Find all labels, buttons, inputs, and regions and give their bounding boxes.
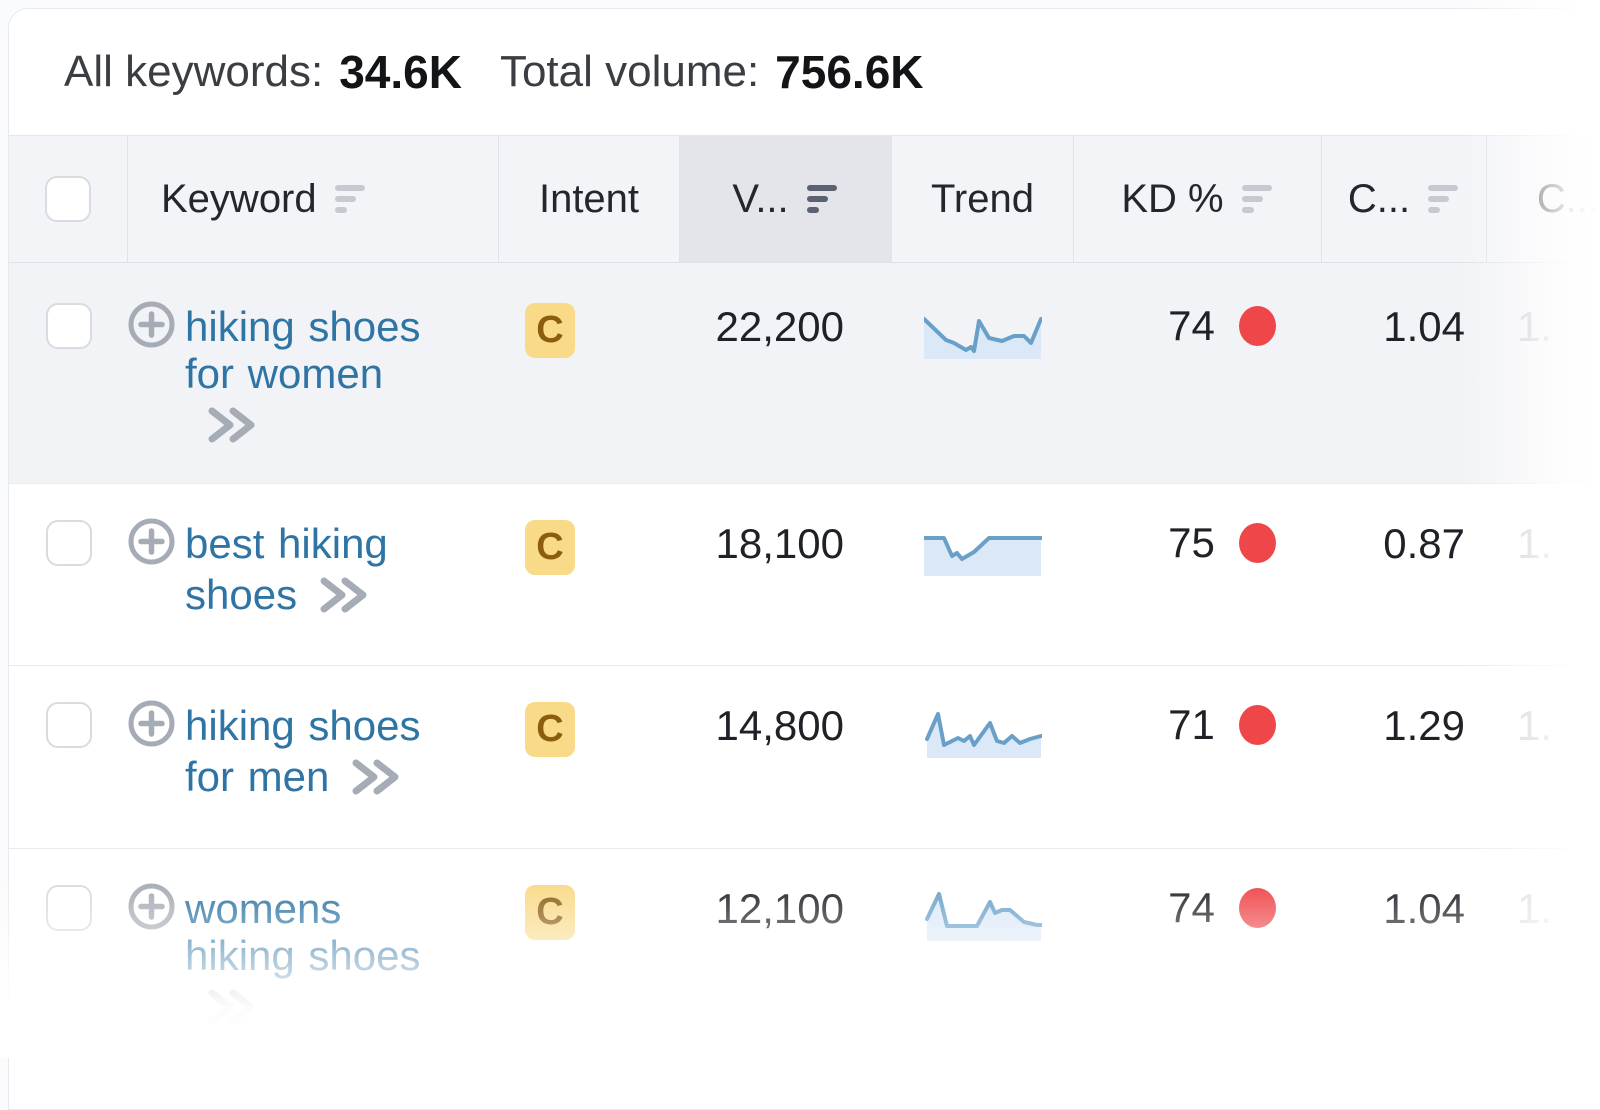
total-volume-label: Total volume: <box>499 47 760 96</box>
double-chevron-right-icon[interactable] <box>205 405 257 454</box>
all-keywords-label: All keywords: <box>64 47 324 96</box>
volume-cell: 14,800 <box>715 702 844 749</box>
kd-cell: 74 <box>1074 849 1322 1066</box>
keyword-link[interactable]: hiking shoes for men <box>185 702 421 800</box>
cpc-cell: 1.29 <box>1383 702 1465 749</box>
trend-cell <box>892 484 1074 665</box>
table-row: womens hiking shoes C 12,100 74 1.04 1. <box>9 848 1600 1066</box>
plus-circle-icon[interactable] <box>128 700 175 747</box>
total-volume-stat: Total volume: 756.6K <box>500 45 924 99</box>
total-volume-value: 756.6K <box>775 46 924 98</box>
plus-circle-icon[interactable] <box>128 301 175 348</box>
row-checkbox[interactable] <box>45 303 92 349</box>
kd-difficulty-dot <box>1238 705 1276 745</box>
table-row: hiking shoes for men C 14,800 71 1.29 1. <box>9 665 1600 848</box>
com-cell: 1. <box>1517 303 1553 350</box>
plus-circle-icon[interactable] <box>128 518 175 565</box>
column-header-kd[interactable]: KD % <box>1074 136 1322 262</box>
cpc-cell: 1.04 <box>1383 303 1465 350</box>
kd-value: 75 <box>1168 519 1215 566</box>
com-cell: 1. <box>1517 702 1553 749</box>
kd-difficulty-dot <box>1238 306 1276 346</box>
column-header-volume[interactable]: V... <box>680 136 892 262</box>
column-header-trend-label: Trend <box>930 176 1034 221</box>
column-header-keyword[interactable]: Keyword <box>128 136 499 262</box>
keyword-cell: hiking shoes for women <box>128 263 499 483</box>
row-checkbox-cell <box>9 666 128 848</box>
cpc-cell: 0.87 <box>1383 520 1465 567</box>
table-header-row: Keyword Intent V... Trend KD % C... C... <box>9 136 1600 263</box>
column-header-volume-label: V... <box>732 176 789 221</box>
column-header-com[interactable]: C... <box>1487 136 1600 262</box>
all-keywords-stat: All keywords: 34.6K <box>64 45 462 99</box>
table-row: best hiking shoes C 18,100 75 0.87 1. <box>9 483 1600 665</box>
row-checkbox[interactable] <box>45 520 92 566</box>
column-header-com-label: C... <box>1536 176 1600 221</box>
double-chevron-right-icon[interactable] <box>205 987 257 1036</box>
select-all-column-header[interactable] <box>9 136 128 262</box>
intent-cell: C <box>499 484 680 665</box>
kd-value: 71 <box>1168 701 1215 748</box>
com-cell: 1. <box>1517 520 1553 567</box>
double-chevron-right-icon[interactable] <box>317 575 369 624</box>
cpc-cell: 1.04 <box>1383 885 1465 932</box>
intent-badge-commercial[interactable]: C <box>525 885 575 940</box>
column-header-intent-label: Intent <box>538 176 640 221</box>
column-header-trend[interactable]: Trend <box>892 136 1074 262</box>
kd-cell: 71 <box>1074 666 1322 848</box>
kd-value: 74 <box>1168 302 1215 349</box>
kd-difficulty-dot <box>1238 888 1276 928</box>
keyword-table-card: All keywords: 34.6K Total volume: 756.6K… <box>8 8 1600 1110</box>
trend-sparkline <box>925 712 1042 758</box>
all-keywords-value: 34.6K <box>339 46 462 98</box>
column-header-cpc-label: C... <box>1347 176 1411 221</box>
sort-bars-icon-active <box>806 185 839 213</box>
kd-difficulty-dot <box>1238 523 1276 563</box>
trend-cell <box>892 666 1074 848</box>
keyword-cell: best hiking shoes <box>128 484 499 665</box>
keyword-cell: hiking shoes for men <box>128 666 499 848</box>
table-row: hiking shoes for women C 22,200 74 1.04 … <box>9 263 1600 483</box>
row-checkbox-cell <box>9 849 128 1066</box>
sort-bars-icon <box>1241 185 1274 213</box>
kd-cell: 75 <box>1074 484 1322 665</box>
column-header-intent[interactable]: Intent <box>499 136 680 262</box>
row-checkbox[interactable] <box>45 885 92 931</box>
keyword-link[interactable]: hiking shoes for women <box>185 303 421 397</box>
intent-badge-commercial[interactable]: C <box>525 702 575 757</box>
column-header-cpc[interactable]: C... <box>1322 136 1487 262</box>
keyword-cell: womens hiking shoes <box>128 849 499 1066</box>
select-all-checkbox[interactable] <box>45 176 91 222</box>
trend-cell <box>892 849 1074 1066</box>
trend-sparkline <box>924 536 1042 576</box>
trend-sparkline <box>925 892 1042 941</box>
com-cell: 1. <box>1517 885 1553 932</box>
double-chevron-right-icon[interactable] <box>349 757 401 806</box>
intent-cell: C <box>499 666 680 848</box>
intent-badge-commercial[interactable]: C <box>525 303 575 358</box>
column-header-keyword-label: Keyword <box>161 176 317 221</box>
keyword-link[interactable]: womens hiking shoes <box>185 885 421 979</box>
volume-cell: 18,100 <box>715 520 844 567</box>
volume-cell: 12,100 <box>715 885 844 932</box>
intent-badge-commercial[interactable]: C <box>525 520 575 575</box>
trend-sparkline <box>924 317 1042 359</box>
kd-value: 74 <box>1168 884 1215 931</box>
trend-cell <box>892 263 1074 483</box>
intent-cell: C <box>499 263 680 483</box>
kd-cell: 74 <box>1074 263 1322 483</box>
sort-bars-icon <box>334 185 367 213</box>
intent-cell: C <box>499 849 680 1066</box>
volume-cell: 22,200 <box>715 303 844 350</box>
row-checkbox-cell <box>9 484 128 665</box>
plus-circle-icon[interactable] <box>128 883 175 930</box>
sort-bars-icon <box>1428 185 1460 213</box>
column-header-kd-label: KD % <box>1121 176 1224 221</box>
keyword-link[interactable]: best hiking shoes <box>185 520 388 618</box>
row-checkbox[interactable] <box>45 702 92 748</box>
row-checkbox-cell <box>9 263 128 483</box>
summary-bar: All keywords: 34.6K Total volume: 756.6K <box>9 9 1600 136</box>
